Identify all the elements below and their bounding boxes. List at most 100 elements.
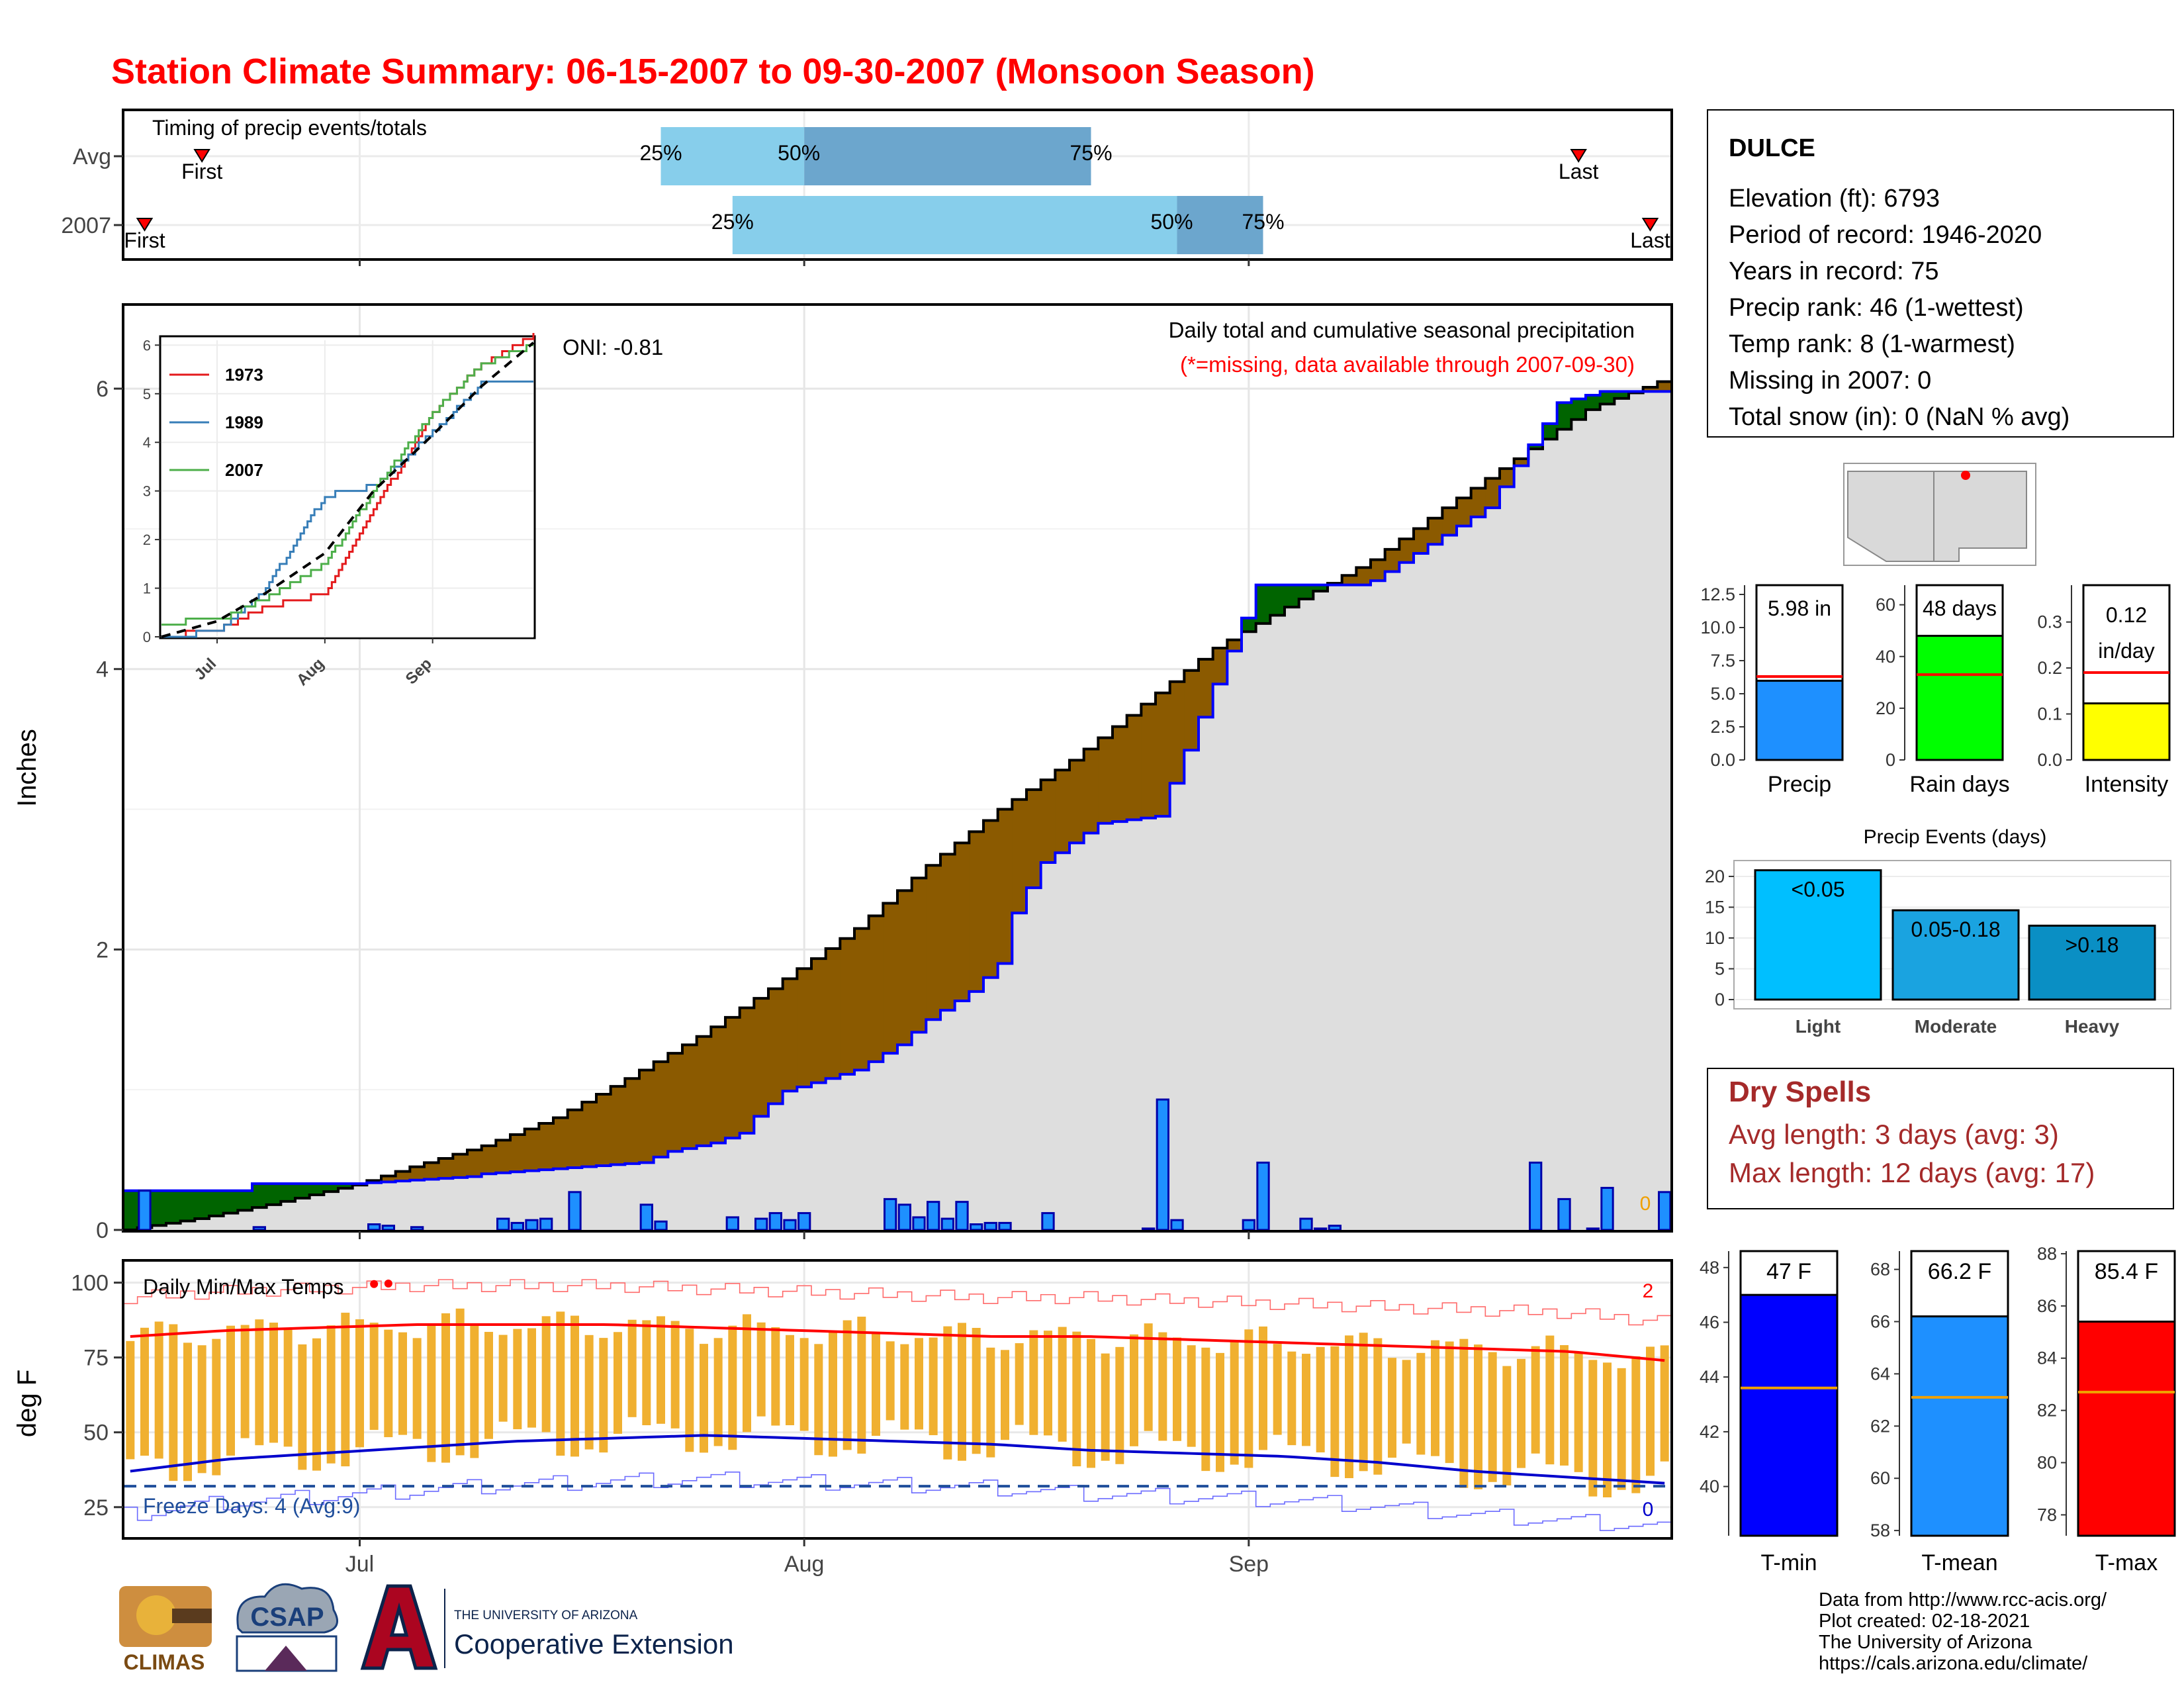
mini-bar-tick-label: 0 xyxy=(1886,750,1895,770)
daily-temperature-bar xyxy=(154,1321,163,1459)
precip-surplus-segment xyxy=(266,1184,281,1205)
daily-temperature-bar xyxy=(255,1319,264,1446)
precip-deficit-segment xyxy=(1399,539,1414,563)
daily-precip-bar xyxy=(983,1221,997,1231)
csap-logo[interactable]: CSAP xyxy=(236,1583,339,1672)
inset-legend: 1973 1989 2007 xyxy=(169,365,263,480)
daily-precip-bar xyxy=(568,1191,582,1231)
daily-temperature-bar xyxy=(1545,1335,1555,1465)
temperature-panel: 25 50 75 100 deg F Daily Min/Max Temps Free… xyxy=(13,1259,1673,1577)
mini-bar-tick-label: 10.0 xyxy=(1700,618,1735,637)
footer-plot-created: Plot created: 02-18-2021 xyxy=(1819,1611,2030,1632)
mini-bar-label: Intensity xyxy=(2085,772,2169,797)
footer-credits: Data from http://www.rcc-acis.org/ Plot … xyxy=(1819,1589,2107,1674)
daily-temperature-bar xyxy=(1330,1346,1340,1477)
mini-bar-label: Rain days xyxy=(1909,772,2009,797)
precip-surplus-segment xyxy=(309,1184,324,1196)
precip-surplus-segment xyxy=(1242,618,1257,632)
daily-temperature-bar xyxy=(886,1341,895,1421)
precip-deficit-segment xyxy=(610,1086,625,1165)
temperature-bar-value xyxy=(1739,1293,1839,1537)
precip-surplus-segment xyxy=(180,1190,195,1221)
precip-deficit-segment xyxy=(582,1102,597,1167)
temperature-y-tick-label: 100 xyxy=(71,1271,109,1296)
temperature-gridlines xyxy=(124,1262,1670,1537)
daily-temperature-bar xyxy=(126,1340,135,1460)
precip-surplus-segment xyxy=(1285,585,1300,608)
precip-deficit-segment xyxy=(453,1154,468,1178)
temperature-bar-value-label: 85.4 F xyxy=(2095,1259,2158,1284)
daily-temperature-bar xyxy=(1646,1346,1655,1476)
daily-temperature-bar xyxy=(900,1344,909,1430)
timing-first-label: First xyxy=(181,160,222,183)
timing-q75-label: 75% xyxy=(1242,210,1284,234)
csap-logo-text: CSAP xyxy=(250,1603,324,1632)
daily-precip-bar xyxy=(768,1212,782,1231)
mini-bar-tick-label: 0.1 xyxy=(2037,704,2062,724)
daily-temperature-bar xyxy=(1130,1334,1138,1446)
daily-temperature-bar xyxy=(326,1325,336,1464)
precip-panel: 0 2 4 6 Inches Daily total and cumulative s… xyxy=(13,303,1673,1243)
daily-temperature-bar xyxy=(685,1329,694,1452)
mini-bar-value-unit: in/day xyxy=(2098,639,2154,663)
precip-deficit-segment xyxy=(1356,567,1371,585)
daily-precip-bar xyxy=(1600,1186,1614,1231)
inset-legend-label: 1989 xyxy=(225,412,263,432)
daily-precip-bar xyxy=(252,1226,266,1231)
precip-surplus-segment xyxy=(281,1184,296,1201)
mini-bar-tick-label: 12.5 xyxy=(1700,585,1735,604)
precip-deficit-segment xyxy=(811,959,827,1083)
inset-y-tick-label: 6 xyxy=(143,337,151,353)
precip-event-category-label: Light xyxy=(1796,1016,1841,1037)
record-max-count: 2 xyxy=(1643,1280,1654,1302)
station-years: Years in record: 75 xyxy=(1729,258,1939,285)
daily-temperature-bar xyxy=(1488,1352,1497,1482)
daily-temperature-bar xyxy=(226,1325,235,1456)
daily-temperature-bar xyxy=(1144,1323,1153,1431)
daily-temperature-bar xyxy=(1187,1345,1196,1447)
climas-logo[interactable]: CLIMAS xyxy=(119,1586,212,1674)
temperature-bar-tick-label: 64 xyxy=(1870,1364,1890,1383)
precip-deficit-segment xyxy=(510,1134,525,1172)
daily-temperature-bar xyxy=(1058,1327,1067,1442)
precip-surplus-segment xyxy=(1528,444,1543,449)
precip-deficit-segment xyxy=(682,1045,698,1149)
precip-surplus-segment xyxy=(166,1190,181,1223)
precip-deficit-segment xyxy=(1414,528,1429,553)
mini-bar-tick-label: 2.5 xyxy=(1710,717,1735,737)
inset-frame xyxy=(159,335,536,639)
timing-row-label: Avg xyxy=(73,144,111,169)
temperature-bars: 40 42 44 46 48 47 F T-min 58 60 62 64 66 68 66.2 F T-m… xyxy=(1700,1244,2176,1575)
inset-y-tick-label: 2 xyxy=(143,532,151,548)
university-of-arizona-logo[interactable]: THE UNIVERSITY OF ARIZONA Cooperative Ex… xyxy=(360,1584,734,1670)
daily-temperature-bar xyxy=(498,1335,508,1422)
temperature-bar-tick-label: 82 xyxy=(2037,1401,2057,1421)
daily-temperature-bar xyxy=(355,1319,364,1448)
daily-precip-bar xyxy=(381,1225,396,1231)
precip-deficit-segment xyxy=(496,1140,511,1173)
precip-surplus-segment xyxy=(123,1190,138,1230)
precip-events-plot: 0 5 10 15 20 <0.05 Light 0.05-0.18 Moderate >0.18… xyxy=(1705,867,2169,1037)
daily-temperature-bar xyxy=(713,1338,723,1446)
page-title: Station Climate Summary: 06-15-2007 to 0… xyxy=(111,52,1315,91)
precip-deficit-segment xyxy=(1098,737,1113,823)
precip-surplus-segment xyxy=(195,1190,210,1219)
precip-deficit-segment xyxy=(424,1162,439,1180)
precip-surplus-segment xyxy=(1557,402,1572,430)
precip-deficit-segment xyxy=(1126,715,1142,820)
precip-events-title: Precip Events (days) xyxy=(1864,826,2047,848)
temperature-bar-tick-label: 86 xyxy=(2037,1296,2057,1316)
precip-deficit-segment xyxy=(1371,559,1386,581)
daily-temperature-bar xyxy=(599,1338,608,1453)
precip-deficit-segment xyxy=(739,1008,754,1133)
daily-temperature-bar xyxy=(1574,1351,1583,1472)
daily-precip-bar xyxy=(897,1203,911,1231)
precip-deficit-segment xyxy=(782,978,797,1092)
precip-deficit-segment xyxy=(997,809,1013,964)
timing-panel: Timing of precip events/totals Avg 25% 50%… xyxy=(61,109,1673,266)
daily-temperature-bar xyxy=(814,1344,823,1456)
missing-count: 0 xyxy=(1640,1193,1651,1215)
precip-event-category-label: Heavy xyxy=(2065,1016,2120,1037)
precip-deficit-segment xyxy=(1457,498,1472,526)
